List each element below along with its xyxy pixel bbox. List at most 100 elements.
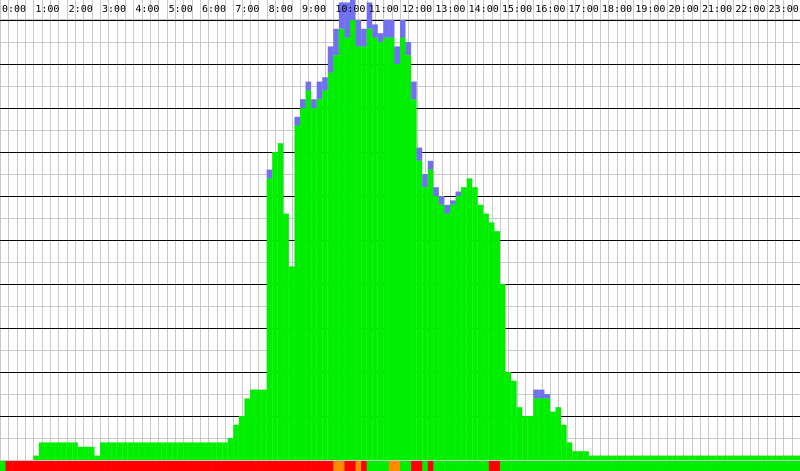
primary-bar — [372, 37, 378, 460]
status-segment — [655, 461, 662, 471]
status-segment — [733, 461, 740, 471]
status-segment — [611, 461, 617, 471]
primary-bar — [266, 178, 273, 460]
x-tick-label: 14:00 — [469, 4, 499, 15]
x-tick-label: 4:00 — [135, 4, 159, 15]
primary-bar — [166, 442, 173, 460]
x-tick-label: 2:00 — [69, 4, 93, 15]
x-tick-label: 16:00 — [535, 4, 565, 15]
secondary-bar — [355, 20, 362, 47]
status-segment — [644, 461, 651, 471]
secondary-bar — [294, 116, 300, 126]
status-segment — [566, 461, 573, 471]
primary-bar — [422, 187, 428, 460]
primary-bar — [227, 438, 234, 460]
primary-bar — [61, 442, 67, 460]
primary-bar — [616, 455, 623, 460]
status-segment — [522, 461, 529, 471]
status-segment — [322, 461, 329, 471]
primary-bar — [322, 90, 328, 461]
secondary-bar — [405, 42, 412, 56]
secondary-bar — [433, 187, 439, 196]
status-segment — [511, 461, 517, 471]
x-tick-label: 3:00 — [102, 4, 126, 15]
primary-bar — [494, 231, 500, 460]
status-segment — [105, 461, 112, 471]
primary-bar — [677, 455, 684, 460]
status-segment — [538, 461, 545, 471]
status-segment — [200, 461, 206, 471]
status-segment — [372, 461, 379, 471]
status-segment — [633, 461, 640, 471]
primary-bar — [244, 398, 250, 460]
primary-bar — [744, 455, 750, 460]
status-segment — [533, 461, 540, 471]
status-segment — [572, 461, 579, 471]
x-tick-label: 17:00 — [569, 4, 599, 15]
primary-bar — [150, 442, 156, 460]
status-segment — [261, 461, 267, 471]
status-segment — [38, 461, 45, 471]
status-segment — [400, 461, 406, 471]
secondary-bar — [377, 33, 384, 42]
primary-bar — [683, 455, 689, 460]
primary-bar — [366, 28, 373, 461]
primary-bar — [50, 442, 56, 460]
primary-bar — [738, 455, 745, 460]
primary-bar — [511, 380, 517, 460]
status-segment — [505, 461, 512, 471]
primary-bar — [127, 442, 134, 460]
primary-bar — [72, 442, 78, 460]
x-tick-label: 9:00 — [302, 4, 326, 15]
secondary-bar — [388, 20, 395, 38]
primary-bar — [633, 455, 639, 460]
primary-bar — [727, 455, 734, 460]
primary-bar — [583, 451, 589, 460]
status-segment — [0, 461, 6, 471]
status-segment — [683, 461, 690, 471]
status-segment — [455, 461, 462, 471]
primary-bar — [533, 398, 539, 460]
status-segment — [111, 461, 117, 471]
status-segment — [227, 461, 234, 471]
status-segment — [377, 461, 384, 471]
primary-bar — [622, 455, 628, 460]
primary-bar — [788, 455, 795, 460]
primary-bar — [661, 455, 667, 460]
x-tick-label: 21:00 — [702, 4, 732, 15]
primary-bar — [38, 442, 45, 460]
status-segment — [722, 461, 729, 471]
primary-bar — [388, 37, 395, 460]
primary-bar — [316, 99, 323, 460]
primary-bar — [566, 442, 573, 460]
status-segment — [344, 461, 351, 471]
status-segment — [427, 461, 434, 471]
status-segment — [500, 461, 506, 471]
status-segment — [416, 461, 423, 471]
status-segment — [555, 461, 562, 471]
primary-bar — [455, 196, 462, 460]
primary-bar — [77, 446, 84, 460]
status-segment — [350, 461, 356, 471]
x-tick-label: 18:00 — [602, 4, 632, 15]
secondary-bar — [350, 0, 356, 21]
primary-bar — [205, 442, 212, 460]
secondary-bar — [305, 81, 312, 91]
primary-bar — [705, 455, 712, 460]
status-segment — [794, 461, 800, 471]
primary-bar — [111, 442, 117, 460]
status-segment — [305, 461, 312, 471]
primary-bar — [333, 55, 339, 460]
x-tick-label: 11:00 — [369, 4, 399, 15]
secondary-bar — [322, 77, 328, 91]
primary-bar — [211, 442, 217, 460]
primary-bar — [655, 455, 662, 460]
status-segment — [550, 461, 556, 471]
status-segment — [55, 461, 62, 471]
status-segment — [83, 461, 90, 471]
status-segment — [72, 461, 79, 471]
status-segment — [788, 461, 795, 471]
status-segment — [444, 461, 451, 471]
primary-bar — [116, 442, 123, 460]
